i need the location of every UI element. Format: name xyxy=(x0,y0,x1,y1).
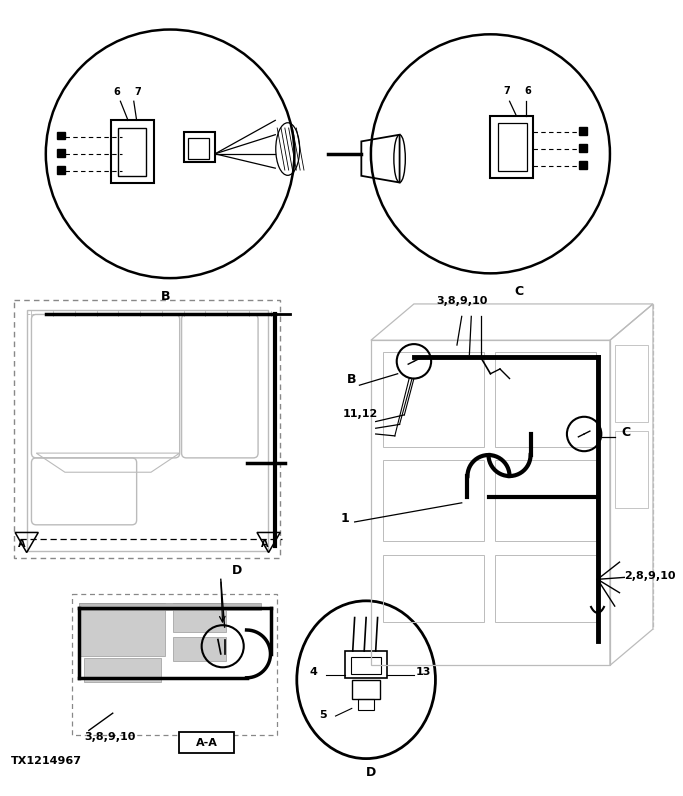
Text: 7: 7 xyxy=(503,86,510,96)
Bar xyxy=(579,127,587,135)
Text: 4: 4 xyxy=(309,667,318,677)
Text: D: D xyxy=(366,766,376,778)
Text: C: C xyxy=(622,426,630,439)
Text: 5: 5 xyxy=(319,710,327,720)
Bar xyxy=(173,603,225,632)
Bar xyxy=(179,732,234,753)
Bar xyxy=(117,128,146,176)
Bar xyxy=(383,556,484,622)
Bar xyxy=(490,115,533,178)
Bar xyxy=(615,431,648,508)
Bar xyxy=(615,345,648,422)
Text: 3,8,9,10: 3,8,9,10 xyxy=(84,732,135,742)
Bar xyxy=(84,657,161,681)
Text: TX1214967: TX1214967 xyxy=(10,756,81,766)
Text: B: B xyxy=(161,290,170,302)
Bar xyxy=(383,352,484,447)
Bar xyxy=(27,310,268,551)
Text: 6: 6 xyxy=(525,86,531,96)
Bar xyxy=(359,699,374,710)
Bar xyxy=(383,460,484,541)
Bar xyxy=(495,460,596,541)
Bar xyxy=(579,162,587,169)
Bar xyxy=(352,680,380,699)
Bar xyxy=(57,149,65,157)
Text: 7: 7 xyxy=(135,87,141,96)
Bar xyxy=(79,603,165,656)
Bar xyxy=(345,651,387,678)
Text: B: B xyxy=(347,373,357,386)
Text: 13: 13 xyxy=(416,667,431,677)
Bar xyxy=(184,132,215,162)
Ellipse shape xyxy=(276,123,300,175)
Polygon shape xyxy=(79,603,261,610)
Text: C: C xyxy=(514,285,524,298)
Text: 11,12: 11,12 xyxy=(342,409,378,419)
Bar xyxy=(57,132,65,139)
Text: 2,8,9,10: 2,8,9,10 xyxy=(624,572,675,581)
Text: D: D xyxy=(232,564,242,576)
Bar xyxy=(579,144,587,152)
Text: 6: 6 xyxy=(113,87,120,96)
Bar xyxy=(351,657,381,674)
Text: A: A xyxy=(18,539,26,548)
Bar xyxy=(189,138,209,158)
Bar xyxy=(495,352,596,447)
Text: A: A xyxy=(261,539,268,548)
Bar xyxy=(495,556,596,622)
Bar xyxy=(14,300,280,558)
Text: 3,8,9,10: 3,8,9,10 xyxy=(436,296,487,306)
Text: 1: 1 xyxy=(341,512,350,525)
Bar xyxy=(498,123,527,171)
Bar xyxy=(173,637,225,661)
Bar xyxy=(111,120,154,182)
Text: A-A: A-A xyxy=(195,738,217,747)
Bar xyxy=(57,166,65,174)
Bar xyxy=(72,594,277,736)
